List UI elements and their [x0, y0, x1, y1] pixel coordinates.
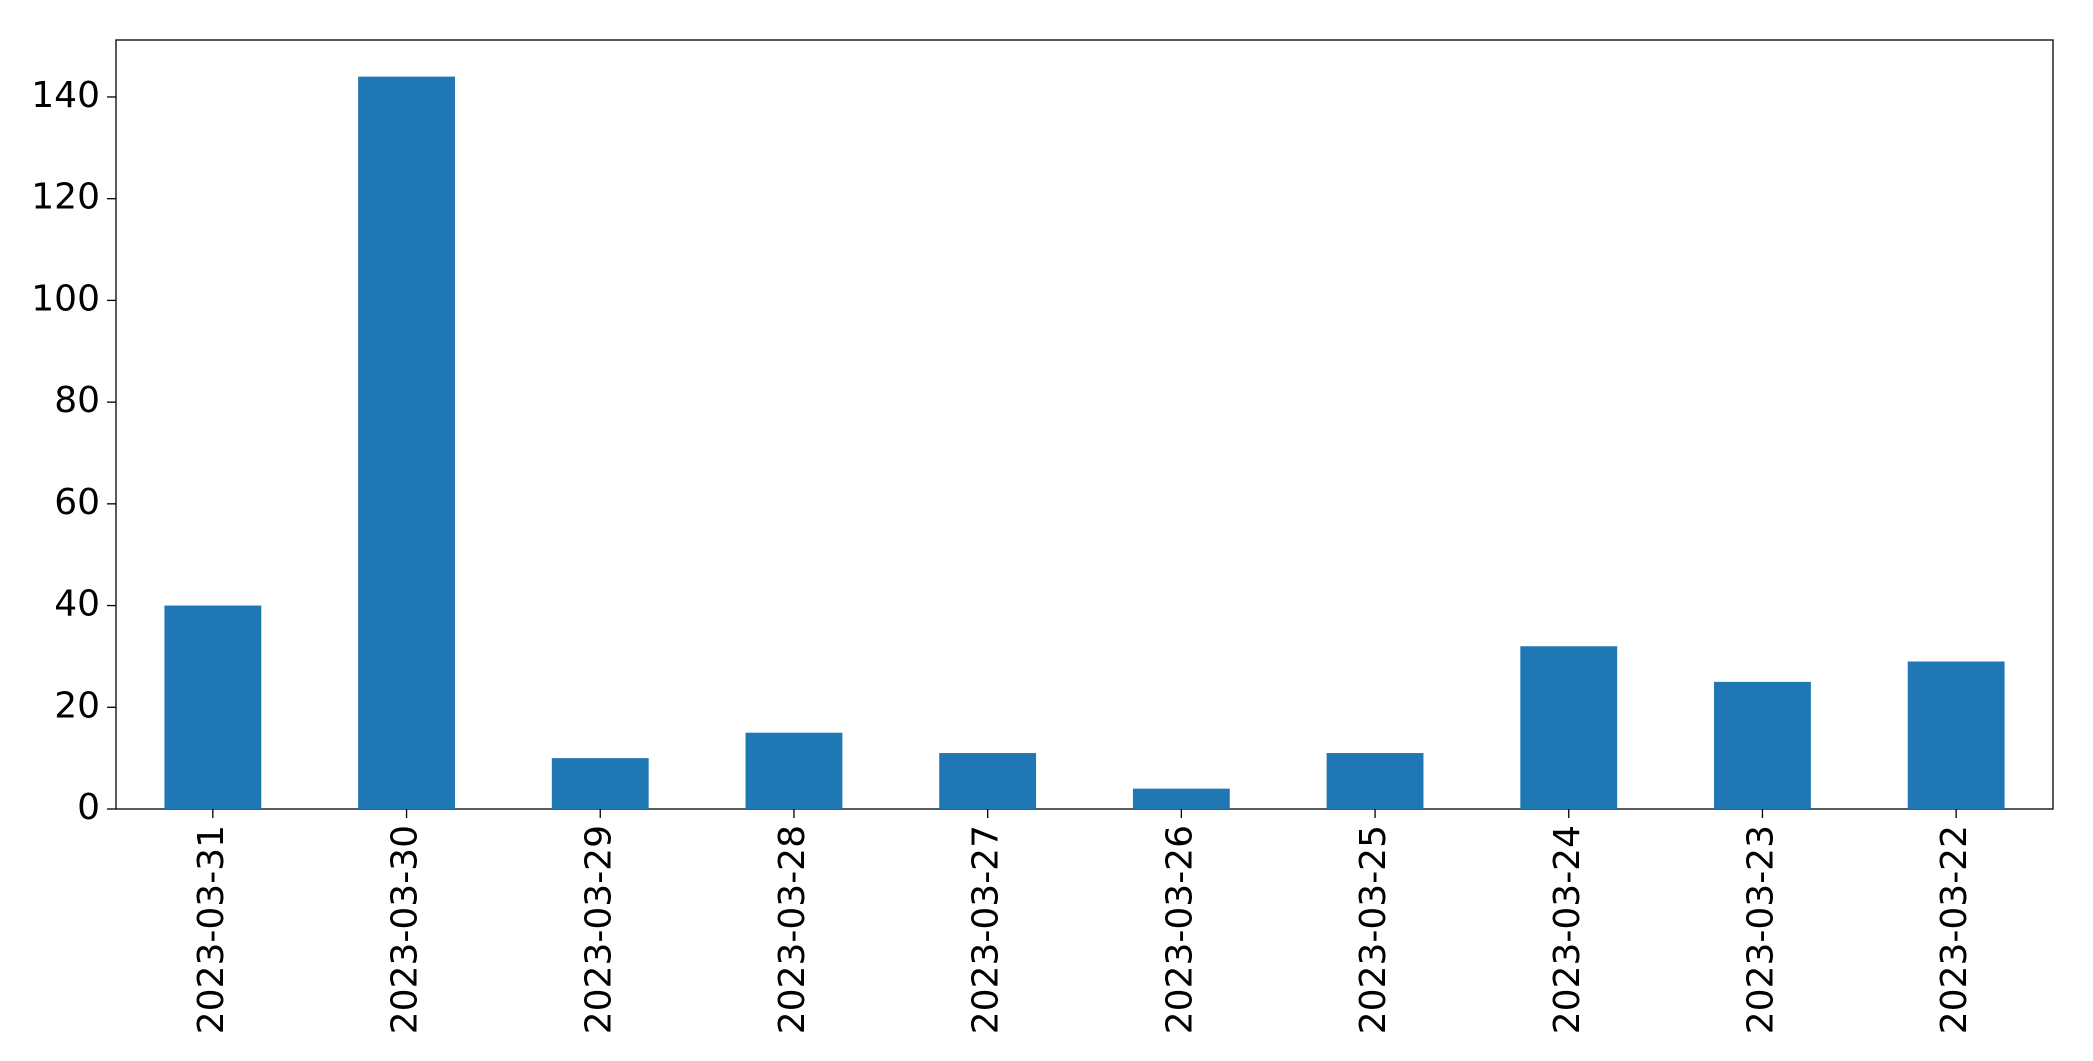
x-tick-label: 2023-03-26	[1159, 825, 1200, 1034]
x-tick-label: 2023-03-29	[578, 825, 619, 1034]
x-tick-label: 2023-03-28	[772, 825, 813, 1034]
x-tick-label: 2023-03-31	[191, 825, 232, 1034]
x-tick-label: 2023-03-22	[1934, 825, 1975, 1034]
y-tick-label: 80	[54, 380, 100, 421]
x-tick-label: 2023-03-27	[966, 825, 1007, 1034]
y-tick-label: 100	[31, 278, 100, 319]
plot-frame	[115, 39, 2054, 810]
bar	[1520, 646, 1618, 809]
bar	[164, 605, 262, 809]
y-tick-label: 20	[54, 685, 100, 726]
bar	[939, 753, 1037, 809]
y-tick-label: 140	[31, 75, 100, 116]
x-tick-label: 2023-03-23	[1740, 825, 1781, 1034]
bar	[358, 76, 455, 810]
y-tick-label: 120	[31, 177, 100, 218]
bar	[1132, 788, 1230, 809]
bar	[745, 732, 843, 809]
bar	[1907, 661, 2005, 809]
y-tick-label: 40	[54, 584, 100, 625]
x-tick-label: 2023-03-25	[1353, 825, 1394, 1034]
bar	[551, 758, 649, 809]
y-tick-label: 60	[54, 482, 100, 523]
x-tick-label: 2023-03-30	[385, 825, 426, 1034]
bar	[1326, 753, 1424, 809]
y-tick-label: 0	[77, 787, 100, 828]
x-tick-label: 2023-03-24	[1547, 825, 1588, 1034]
bar	[1714, 681, 1811, 809]
